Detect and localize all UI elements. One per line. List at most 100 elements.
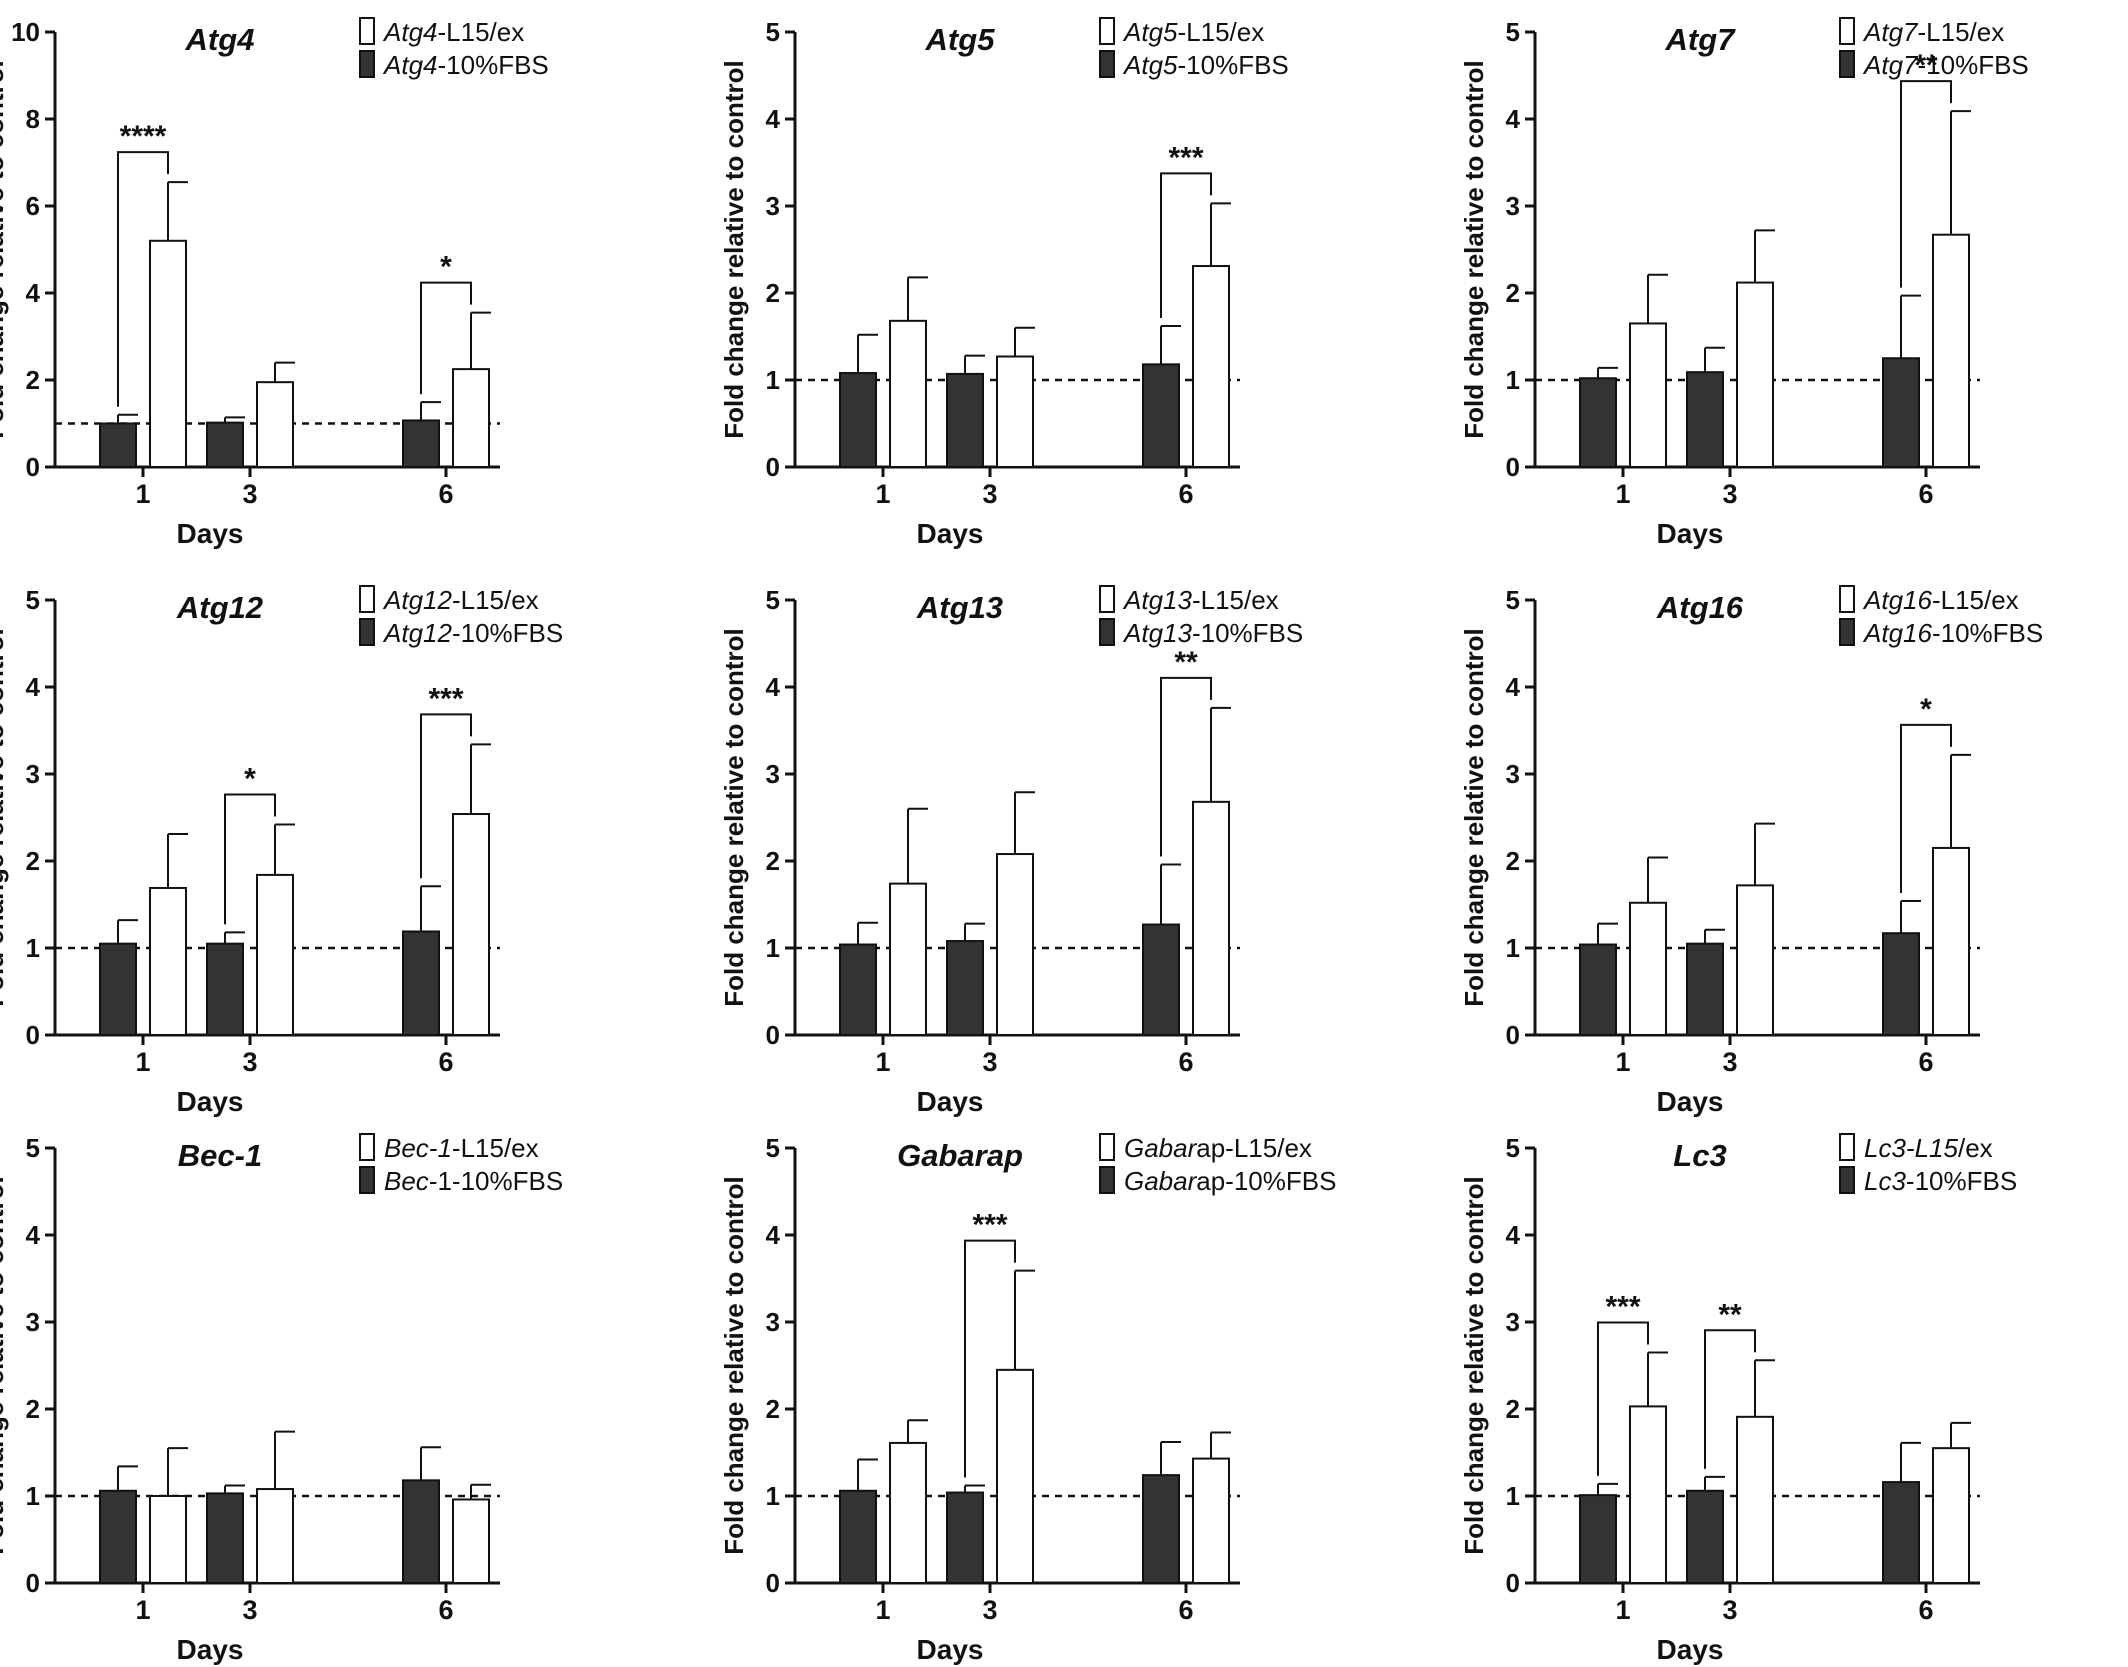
bar	[889, 882, 927, 1036]
x-axis-label: Days	[177, 518, 244, 549]
panel-6: 0 1 2 3 4 5 Fold change relative to control 1 3 6…	[1459, 585, 2043, 1117]
legend-swatch	[1839, 1133, 1855, 1161]
legend-label: Atg12-10%FBS	[382, 618, 563, 648]
bar	[256, 381, 294, 468]
y-tick-label: 0	[766, 1568, 780, 1598]
bar	[946, 1491, 984, 1585]
bar	[1882, 932, 1920, 1037]
legend-label: Atg5-L15/ex	[1122, 17, 1264, 47]
y-tick-label: 10	[11, 17, 40, 47]
bar	[839, 1489, 877, 1585]
bar	[889, 319, 927, 468]
bar	[1882, 1481, 1920, 1584]
significance-label: **	[1174, 646, 1198, 679]
legend-label: Atg13-L15/ex	[1122, 585, 1279, 615]
significance-label: *	[1920, 693, 1932, 726]
legend-gene: Atg5	[1122, 17, 1178, 47]
y-tick-label: 5	[766, 585, 780, 615]
y-axis-label: Fold change relative to control	[1459, 60, 1489, 439]
panel-1: 0 2 4 6 8 10 Fold change relative to control 1 3…	[0, 17, 549, 549]
y-tick-label: 4	[1506, 104, 1521, 134]
y-axis-label: Fold change relative to control	[0, 60, 9, 439]
bar	[1142, 1474, 1180, 1584]
bar	[1192, 800, 1230, 1037]
legend-swatch	[359, 17, 375, 45]
legend-gene: Gabar	[1124, 1166, 1198, 1196]
significance-label: ***	[1168, 141, 1203, 174]
legend-suffix: -L15/ex	[438, 17, 525, 47]
legend-gene: Atg13	[1122, 585, 1192, 615]
y-tick-label: 5	[26, 1133, 40, 1163]
legend-suffix: /ex	[1958, 1133, 1993, 1163]
significance-bracket	[420, 713, 472, 879]
legend-gene: Atg16	[1862, 585, 1932, 615]
panel-5: 0 1 2 3 4 5 Fold change relative to control 1 3 6…	[719, 585, 1303, 1117]
y-tick-label: 5	[766, 1133, 780, 1163]
x-tick-label: 3	[1722, 1595, 1737, 1625]
legend-gene: Bec	[384, 1166, 429, 1196]
y-tick-label: 0	[26, 1020, 40, 1050]
legend-suffix: ap-10%FBS	[1196, 1166, 1336, 1196]
panel-title: Bec-1	[178, 1138, 262, 1173]
y-tick-label: 1	[26, 933, 40, 963]
y-tick-label: 0	[1506, 1568, 1520, 1598]
significance-bracket	[1160, 172, 1212, 319]
x-tick-label: 1	[1615, 1047, 1630, 1077]
x-axis-label: Days	[917, 518, 984, 549]
y-tick-label: 0	[1506, 452, 1520, 482]
x-tick-label: 3	[242, 1595, 257, 1625]
bar	[1579, 1494, 1617, 1585]
y-axis-label: Fold change relative to control	[719, 60, 749, 439]
y-tick-label: 4	[766, 104, 781, 134]
legend-label: Atg4-L15/ex	[382, 17, 524, 47]
x-tick-label: 3	[242, 1047, 257, 1077]
legend-suffix: -10%FBS	[1932, 618, 2043, 648]
legend-label: Bec-1-10%FBS	[384, 1166, 563, 1196]
x-tick-label: 6	[1178, 479, 1193, 509]
y-tick-label: 3	[1506, 759, 1520, 789]
y-tick-label: 1	[1506, 933, 1520, 963]
legend-gene: Atg5	[1122, 50, 1178, 80]
legend-swatch	[359, 1166, 375, 1194]
y-tick-label: 2	[26, 365, 40, 395]
significance-label: **	[1914, 49, 1938, 82]
y-tick-label: 3	[766, 759, 780, 789]
legend-label: Lc3-L15/ex	[1864, 1133, 1993, 1163]
legend-swatch	[359, 618, 375, 646]
bar	[1932, 1447, 1970, 1585]
legend-suffix: -10%FBS	[1918, 50, 2029, 80]
significance-bracket	[420, 281, 472, 395]
bar	[206, 942, 244, 1037]
significance-bracket	[1597, 1321, 1649, 1476]
legend-swatch	[1839, 1166, 1855, 1194]
significance-bracket	[1900, 723, 1952, 894]
panel-title: Atg16	[1656, 590, 1744, 625]
bar	[206, 1492, 244, 1585]
bar	[996, 355, 1034, 469]
panel-title: Lc3	[1673, 1138, 1726, 1173]
bar	[1736, 1415, 1774, 1584]
y-tick-label: 4	[1506, 1220, 1521, 1250]
panel-3: 0 1 2 3 4 5 Fold change relative to control 1 3 6…	[1459, 17, 2029, 549]
bar	[1686, 942, 1724, 1037]
legend-gene: Atg13	[1122, 618, 1192, 648]
panel-title: Atg4	[185, 22, 255, 57]
legend-gene: Gabar	[1124, 1133, 1198, 1163]
bar	[99, 942, 137, 1037]
y-tick-label: 5	[1506, 585, 1520, 615]
bar	[149, 1495, 187, 1584]
bar	[1932, 233, 1970, 468]
bar	[452, 1498, 490, 1584]
legend-swatch	[1839, 17, 1855, 45]
legend-suffix: -10%FBS	[452, 618, 563, 648]
significance-label: ***	[1605, 1290, 1640, 1323]
bar	[1579, 377, 1617, 469]
y-tick-label: 0	[766, 452, 780, 482]
bar	[1192, 265, 1230, 468]
y-tick-label: 5	[1506, 1133, 1520, 1163]
legend-label: Gabarap-L15/ex	[1124, 1133, 1312, 1163]
bar	[1882, 357, 1920, 468]
y-tick-label: 3	[26, 1307, 40, 1337]
panel-title: Atg7	[1665, 22, 1737, 57]
y-tick-label: 4	[26, 672, 41, 702]
